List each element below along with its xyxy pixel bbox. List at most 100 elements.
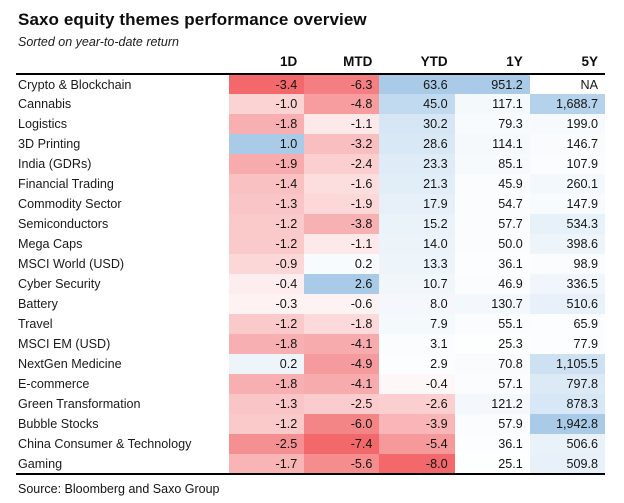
- value-cell: -1.3: [229, 394, 305, 414]
- theme-row: MSCI EM (USD) -1.8 -4.1 3.1 25.3 77.9: [16, 334, 605, 354]
- value-cell: -3.4: [229, 74, 305, 94]
- value-cell: 36.1: [454, 434, 530, 454]
- value-cell: -4.1: [304, 374, 380, 394]
- value-cell: -6.0: [304, 414, 380, 434]
- value-cell: -2.5: [229, 434, 305, 454]
- value-cell: 199.0: [529, 114, 605, 134]
- value-cell: 54.7: [454, 194, 530, 214]
- theme-column-header: [16, 52, 230, 75]
- theme-row: Semiconductors -1.2 -3.8 15.2 57.7 534.3: [16, 214, 605, 234]
- theme-name-cell: Cyber Security: [18, 277, 101, 291]
- value-cell: -3.2: [304, 134, 380, 154]
- theme-row: Gaming -1.7 -5.6 -8.0 25.1 509.8: [16, 454, 605, 475]
- theme-name-cell: NextGen Medicine: [18, 357, 122, 371]
- value-cell: 0.2: [304, 254, 380, 274]
- theme-name-cell: 3D Printing: [18, 137, 81, 151]
- theme-name-cell: Financial Trading: [18, 177, 114, 191]
- value-cell: -1.8: [229, 334, 305, 354]
- theme-name-cell: Bubble Stocks: [18, 417, 99, 431]
- value-cell: 28.6: [379, 134, 455, 154]
- theme-row: Bubble Stocks -1.2 -6.0 -3.9 57.9 1,942.8: [16, 414, 605, 434]
- value-cell: -1.1: [304, 114, 380, 134]
- value-cell: 0.2: [229, 354, 305, 374]
- value-cell: -1.2: [229, 214, 305, 234]
- value-cell: -1.2: [229, 414, 305, 434]
- value-cell: -2.6: [379, 394, 455, 414]
- theme-row: MSCI World (USD) -0.9 0.2 13.3 36.1 98.9: [16, 254, 605, 274]
- theme-name-cell: Green Transformation: [18, 397, 141, 411]
- theme-name-cell: Commodity Sector: [18, 197, 122, 211]
- theme-row: E-commerce -1.8 -4.1 -0.4 57.1 797.8: [16, 374, 605, 394]
- page-title: Saxo equity themes performance overview: [18, 10, 367, 29]
- value-cell: 1.0: [229, 134, 305, 154]
- theme-name-cell: China Consumer & Technology: [18, 437, 192, 451]
- theme-name-cell: Battery: [18, 297, 58, 311]
- value-cell: 63.6: [379, 74, 455, 94]
- theme-row: NextGen Medicine 0.2 -4.9 2.9 70.8 1,105.5: [16, 354, 605, 374]
- theme-row: Cannabis -1.0 -4.8 45.0 117.1 1,688.7: [16, 94, 605, 114]
- value-cell: 77.9: [529, 334, 605, 354]
- value-cell: 21.3: [379, 174, 455, 194]
- theme-name-cell: Crypto & Blockchain: [18, 77, 132, 92]
- value-cell: 506.6: [529, 434, 605, 454]
- value-cell: -1.3: [229, 194, 305, 214]
- theme-row: Travel -1.2 -1.8 7.9 55.1 65.9: [16, 314, 605, 334]
- value-cell: 121.2: [454, 394, 530, 414]
- value-cell: 55.1: [454, 314, 530, 334]
- value-cell: 1,105.5: [529, 354, 605, 374]
- theme-row: Green Transformation -1.3 -2.5 -2.6 121.2 878…: [16, 394, 605, 414]
- value-cell: 98.9: [529, 254, 605, 274]
- theme-row: Crypto & Blockchain -3.4 -6.3 63.6 951.2 NA: [16, 74, 605, 94]
- value-cell: 260.1: [529, 174, 605, 194]
- value-cell: 45.0: [379, 94, 455, 114]
- value-cell: 147.9: [529, 194, 605, 214]
- value-cell: -2.5: [304, 394, 380, 414]
- value-cell: -1.9: [304, 194, 380, 214]
- value-cell: 45.9: [454, 174, 530, 194]
- value-cell: -1.6: [304, 174, 380, 194]
- theme-name-cell: Cannabis: [18, 97, 72, 111]
- theme-row: Mega Caps -1.2 -1.1 14.0 50.0 398.6: [16, 234, 605, 254]
- value-cell: 117.1: [454, 94, 530, 114]
- theme-row: Cyber Security -0.4 2.6 10.7 46.9 336.5: [16, 274, 605, 294]
- theme-row: 3D Printing 1.0 -3.2 28.6 114.1 146.7: [16, 134, 605, 154]
- theme-row: Financial Trading -1.4 -1.6 21.3 45.9 260.1: [16, 174, 605, 194]
- value-cell: 79.3: [454, 114, 530, 134]
- table-header-row: 1D MTD YTD 1Y 5Y: [16, 52, 605, 75]
- value-cell: -6.3: [304, 74, 380, 94]
- value-cell: -0.6: [304, 294, 380, 314]
- theme-row: Logistics -1.8 -1.1 30.2 79.3 199.0: [16, 114, 605, 134]
- theme-name-cell: MSCI World (USD): [18, 257, 125, 271]
- value-cell: 50.0: [454, 234, 530, 254]
- value-cell: -1.8: [304, 314, 380, 334]
- themes-table-body: Crypto & Blockchain -3.4 -6.3 63.6 951.2 NA Ca…: [16, 74, 605, 475]
- theme-name-cell: Logistics: [18, 117, 67, 131]
- value-cell: 65.9: [529, 314, 605, 334]
- value-cell: -0.4: [229, 274, 305, 294]
- value-cell: -1.8: [229, 114, 305, 134]
- value-cell: 13.3: [379, 254, 455, 274]
- theme-name-cell: Mega Caps: [18, 237, 83, 251]
- column-header: 5Y: [529, 52, 605, 75]
- value-cell: 25.1: [454, 454, 530, 475]
- value-cell: -5.4: [379, 434, 455, 454]
- value-cell: 398.6: [529, 234, 605, 254]
- value-cell: 336.5: [529, 274, 605, 294]
- value-cell: 2.6: [304, 274, 380, 294]
- column-header: 1Y: [454, 52, 530, 75]
- value-cell: -1.0: [229, 94, 305, 114]
- value-cell: -1.8: [229, 374, 305, 394]
- value-cell: 14.0: [379, 234, 455, 254]
- theme-row: China Consumer & Technology -2.5 -7.4 -5.4 3…: [16, 434, 605, 454]
- column-header: MTD: [304, 52, 380, 75]
- value-cell: 85.1: [454, 154, 530, 174]
- value-cell: -7.4: [304, 434, 380, 454]
- source-note: Source: Bloomberg and Saxo Group: [18, 482, 220, 496]
- column-header: YTD: [379, 52, 455, 75]
- value-cell: 7.9: [379, 314, 455, 334]
- value-cell: 46.9: [454, 274, 530, 294]
- value-cell: -2.4: [304, 154, 380, 174]
- value-cell: -1.1: [304, 234, 380, 254]
- value-cell: NA: [529, 74, 605, 94]
- value-cell: -3.9: [379, 414, 455, 434]
